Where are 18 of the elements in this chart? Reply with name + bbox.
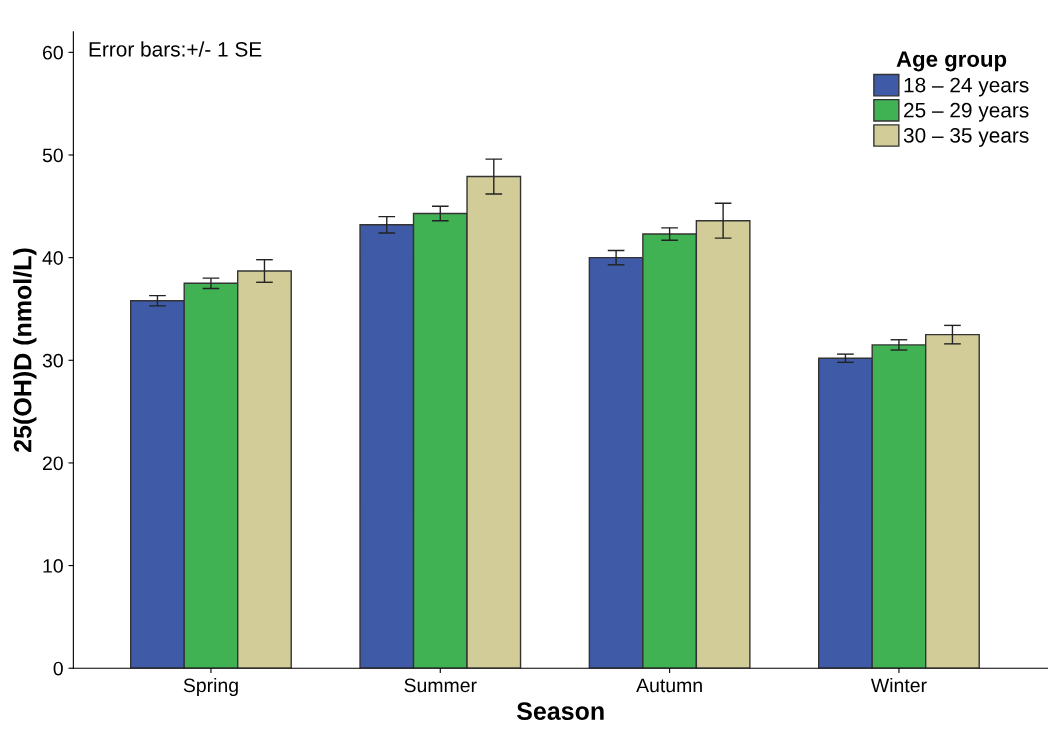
x-tick-label: Summer — [404, 678, 477, 693]
y-tick-label: 30 — [42, 353, 63, 368]
annotation: Error bars:+/- 1 SE — [89, 41, 262, 57]
x-axis-title: Season — [516, 702, 604, 720]
y-tick-label: 20 — [42, 456, 63, 471]
legend-label: 25 – 29 years — [904, 102, 1029, 122]
y-tick-label: 0 — [53, 661, 63, 676]
y-tick-label: 60 — [43, 45, 63, 60]
legend-title: Age group — [896, 51, 1007, 72]
y-tick-label: 40 — [42, 251, 63, 265]
x-tick-label: Autumn — [636, 678, 702, 693]
x-tick-label: Spring — [183, 677, 238, 697]
y-tick-label: 10 — [43, 559, 63, 573]
legend-label: 18 – 24 years — [904, 77, 1029, 97]
x-tick-label: Winter — [870, 677, 927, 693]
y-axis-title: 25(OH)D (nmol/L) — [13, 248, 37, 452]
legend-label: 30 – 35 years — [903, 127, 1029, 147]
y-tick-label: 50 — [42, 148, 63, 163]
